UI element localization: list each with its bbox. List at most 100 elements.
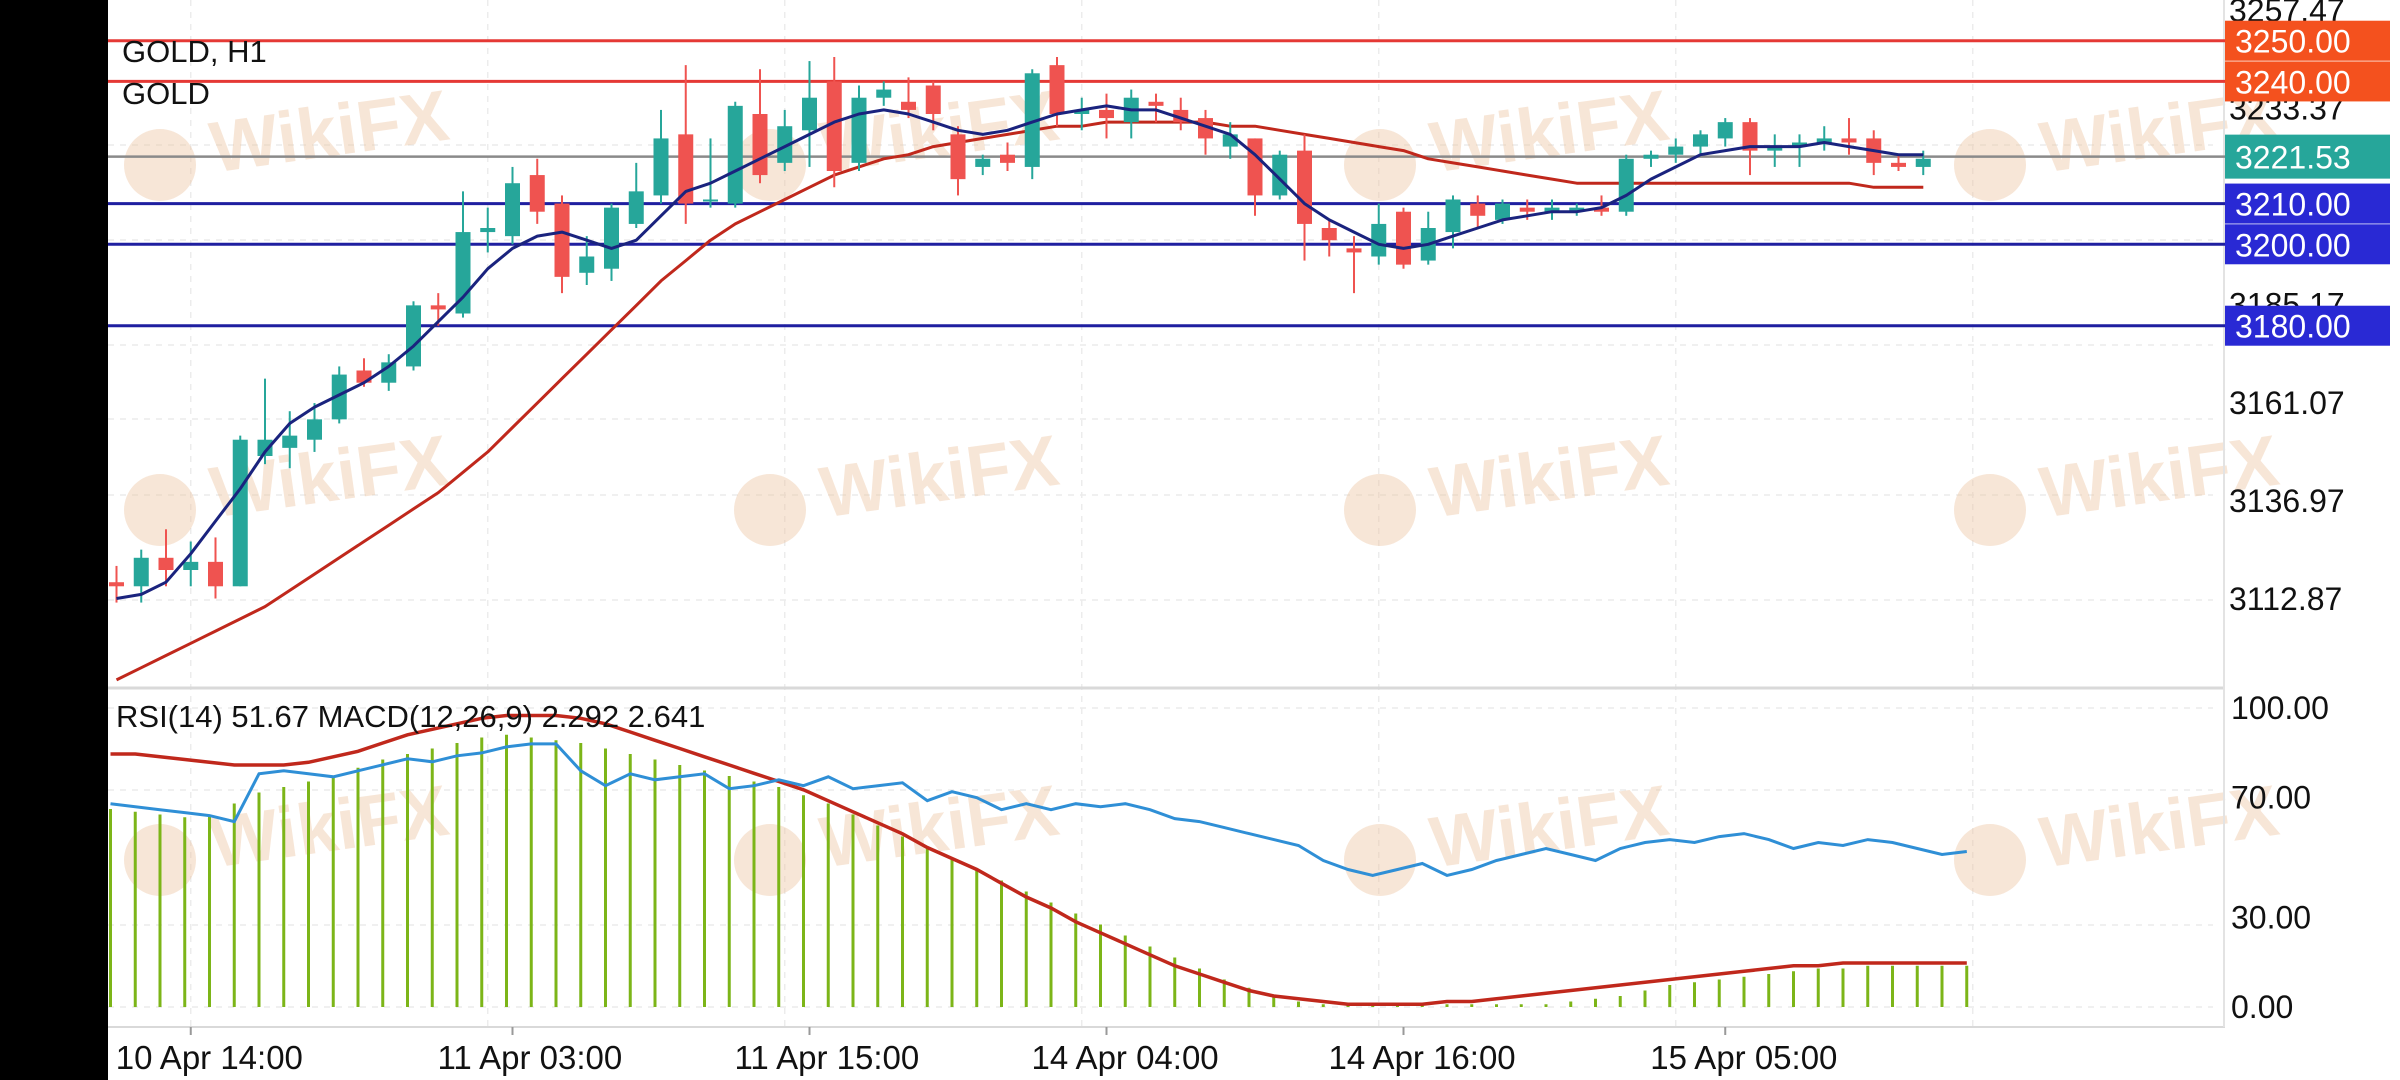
candle-body [505, 183, 520, 237]
candle-body [1544, 207, 1560, 212]
level-tag-label: 3180.00 [2235, 309, 2351, 345]
candle-body [1346, 248, 1362, 253]
candle-body [282, 435, 298, 448]
candle-body [430, 305, 446, 310]
candle-body [1668, 146, 1684, 155]
level-tag-label: 3200.00 [2235, 227, 2351, 263]
candle-body [307, 419, 322, 440]
watermark-logo [1344, 129, 1416, 201]
macd-signal-line [110, 713, 1967, 1007]
candle-body [529, 175, 545, 212]
candle-body [1049, 65, 1065, 114]
candle-body [232, 439, 248, 587]
time-axis-label: 11 Apr 03:00 [438, 1039, 623, 1076]
symbol-name-legend: GOLD [122, 76, 210, 111]
watermark-logo [1954, 824, 2026, 896]
macd-histogram [109, 734, 1969, 1007]
watermark-logo [734, 824, 806, 896]
candle-body [925, 85, 941, 114]
candle-body [1198, 118, 1213, 139]
watermark-text: WikiFX [815, 421, 1063, 534]
level-tag-3180.00 [2225, 305, 2390, 346]
candle-body [1495, 203, 1510, 220]
candle-body [802, 97, 817, 131]
ma-slow-line [115, 120, 1924, 682]
candle-body [1396, 211, 1411, 265]
time-axis-label: 14 Apr 04:00 [1032, 1039, 1219, 1076]
current-price-tag [2225, 134, 2390, 179]
candle-body [133, 557, 149, 587]
candle-body [1742, 122, 1758, 151]
candle-body [208, 561, 223, 587]
candle-body [1272, 154, 1288, 196]
candle-body [1693, 134, 1708, 147]
candle-body [752, 114, 768, 176]
candle-body [257, 439, 273, 456]
price-axis: 3257.473233.373185.173161.073136.973112.… [2225, 0, 2390, 617]
watermark-logo [124, 474, 196, 546]
rsi-line [110, 742, 1967, 877]
level-tag-3200.00 [2225, 224, 2390, 265]
candle-body [331, 374, 347, 420]
level-tag-3240.00 [2225, 61, 2390, 102]
time-axis: 10 Apr 14:00 11 Apr 03:00 11 Apr 15:00 14 A… [116, 1027, 1837, 1076]
candle-body [1445, 199, 1461, 233]
indicator-legend: RSI(14) 51.67 MACD(12,26,9) 2.292 2.641 [116, 699, 705, 734]
candle-body [678, 134, 694, 204]
level-tag-3210.00 [2225, 183, 2390, 224]
candle-body [1792, 142, 1807, 147]
candles [109, 57, 1931, 603]
candle-body [579, 256, 595, 273]
watermark-logo [124, 129, 196, 201]
candle-body [628, 191, 644, 224]
candle-body [727, 105, 743, 204]
level-tag-label: 3250.00 [2235, 24, 2351, 60]
watermark-text: WikiFX [205, 76, 453, 189]
candle-body [901, 101, 916, 110]
time-axis-label: 11 Apr 15:00 [735, 1039, 920, 1076]
candle-body [653, 138, 669, 196]
candle-body [604, 207, 619, 269]
candle-body [1371, 223, 1387, 257]
watermark-logo [1954, 474, 2026, 546]
candle-body [158, 557, 174, 570]
indicator-axis-label: 0.00 [2231, 989, 2293, 1025]
watermark-logo [1344, 474, 1416, 546]
watermark-text: WikiFX [205, 771, 453, 884]
candle-body [1816, 138, 1832, 143]
candle-body [1569, 207, 1585, 212]
candle-body [183, 561, 199, 570]
level-tag-label: 3210.00 [2235, 187, 2351, 223]
level-tag-3250.00 [2225, 20, 2390, 61]
candle-body [1321, 228, 1337, 241]
candle-body [851, 97, 867, 163]
candle-body [1024, 73, 1040, 167]
candle-body [480, 228, 496, 233]
candle-body [1767, 146, 1783, 151]
candle-body [406, 305, 421, 367]
watermark-text: WikiFX [1425, 421, 1673, 534]
price-axis-label: 3136.97 [2229, 483, 2345, 519]
candle-body [826, 81, 842, 171]
candle-body [1519, 207, 1535, 212]
candle-body [1000, 154, 1015, 163]
watermark-text: WikiFX [1425, 771, 1673, 884]
candle-body [1915, 158, 1931, 167]
candle-body [554, 203, 570, 277]
candle-body [703, 199, 718, 202]
candle-body [876, 89, 892, 98]
watermark-logo [1344, 824, 1416, 896]
candle-body [109, 582, 124, 587]
watermark-logo [1954, 129, 2026, 201]
candle-body [1643, 154, 1659, 159]
candle-body [1618, 158, 1634, 212]
symbol-legend: GOLD, H1 [122, 34, 267, 69]
candle-body [1099, 109, 1114, 119]
candle-body [1717, 122, 1733, 139]
grid [108, 0, 2213, 1027]
candle-body [1297, 150, 1312, 224]
candle-body [950, 134, 966, 180]
indicator-axis: 100.00 70.00 30.00 0.00 [2231, 690, 2329, 1025]
